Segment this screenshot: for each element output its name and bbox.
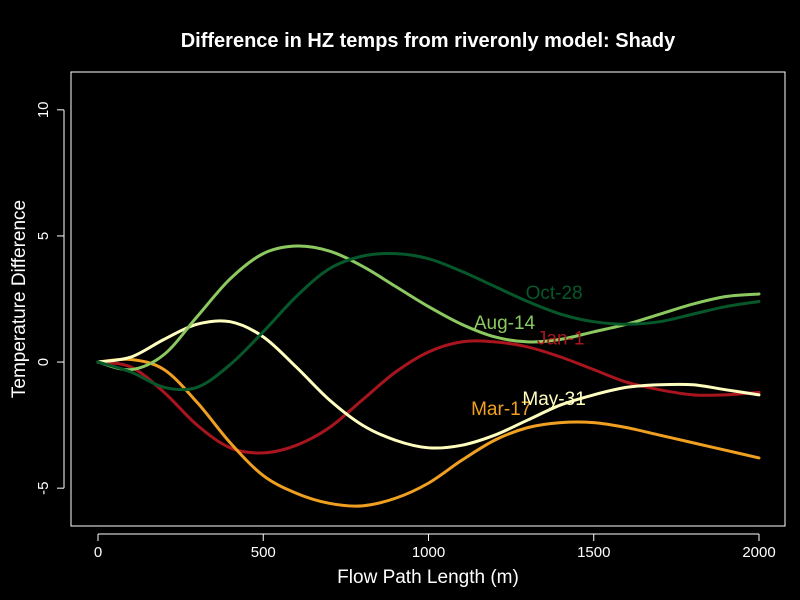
x-axis: 0 500 1000 1500 2000 — [94, 533, 776, 561]
series-line-oct-28 — [96, 251, 761, 392]
y-tick-label: 5 — [35, 232, 52, 240]
y-tick-label: 10 — [35, 101, 52, 118]
x-axis-label: Flow Path Length (m) — [337, 567, 519, 588]
series-lines — [96, 244, 761, 508]
y-axis: -5 0 5 10 — [35, 101, 65, 495]
x-tick-label: 500 — [251, 544, 276, 561]
y-tick-label: -5 — [35, 481, 52, 494]
series-label-oct-28: Oct-28 — [526, 283, 583, 304]
y-axis-label: Temperature Difference — [9, 200, 30, 398]
series-line-aug-14 — [96, 244, 761, 372]
series-label-mar-17: Mar-17 — [471, 399, 531, 420]
x-tick-label: 0 — [94, 544, 102, 561]
series-label-jan-1: Jan-1 — [537, 328, 585, 349]
plot-frame — [70, 71, 786, 527]
series-label-may-31: May-31 — [522, 389, 585, 410]
y-tick-label: 0 — [35, 358, 52, 366]
x-tick-label: 2000 — [742, 544, 775, 561]
x-tick-label: 1000 — [412, 544, 445, 561]
series-line-may-31 — [96, 319, 761, 450]
series-line-mar-17 — [96, 357, 761, 508]
series-label-aug-14: Aug-14 — [474, 313, 536, 334]
x-tick-label: 1500 — [577, 544, 610, 561]
series-line-jan-1 — [96, 339, 761, 455]
chart-title: Difference in HZ temps from riveronly mo… — [181, 30, 676, 52]
